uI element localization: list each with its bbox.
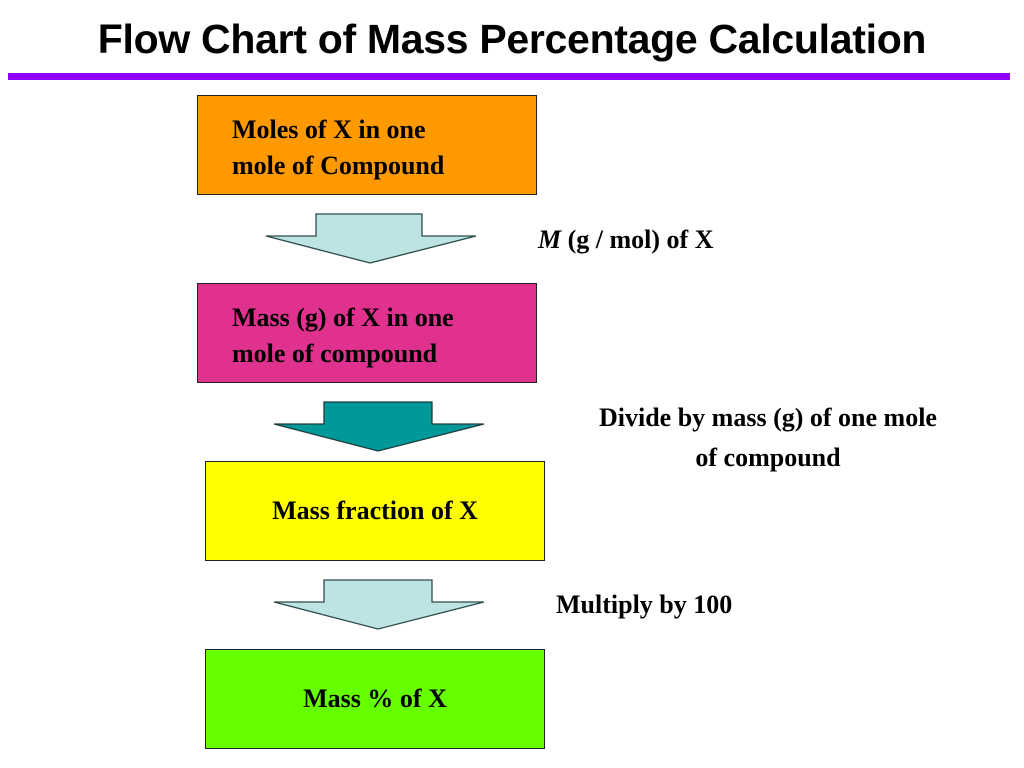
molar-mass-step-label: M (g / mol) of X <box>538 220 713 260</box>
moles-of-x-box: Moles of X in one mole of Compound <box>197 95 537 195</box>
box-text-line: Mass (g) of X in one <box>232 303 454 332</box>
box-text-line: mole of compound <box>232 339 438 368</box>
divide-step-label: Divide by mass (g) of one mole of compou… <box>538 398 998 478</box>
box-text: Mass fraction of X <box>272 496 478 525</box>
down-arrow-2 <box>273 401 485 452</box>
box-text: Mass % of X <box>303 684 447 713</box>
box-text-line: Moles of X in one <box>232 115 426 144</box>
molar-mass-unit: (g / mol) of X <box>561 225 714 254</box>
box-text-line: mole of Compound <box>232 151 445 180</box>
mass-fraction-box: Mass fraction of X <box>205 461 545 561</box>
step-text-line: of compound <box>695 443 841 472</box>
multiply-step-label: Multiply by 100 <box>556 590 733 619</box>
down-arrow-1 <box>265 213 477 264</box>
down-arrow-3 <box>273 579 485 630</box>
mass-of-x-box: Mass (g) of X in one mole of compound <box>197 283 537 383</box>
step-text-line: Divide by mass (g) of one mole <box>599 403 937 432</box>
page-title: Flow Chart of Mass Percentage Calculatio… <box>97 16 927 62</box>
molar-mass-symbol: M <box>538 225 562 254</box>
title-underline <box>8 73 1010 80</box>
mass-percent-box: Mass % of X <box>205 649 545 749</box>
